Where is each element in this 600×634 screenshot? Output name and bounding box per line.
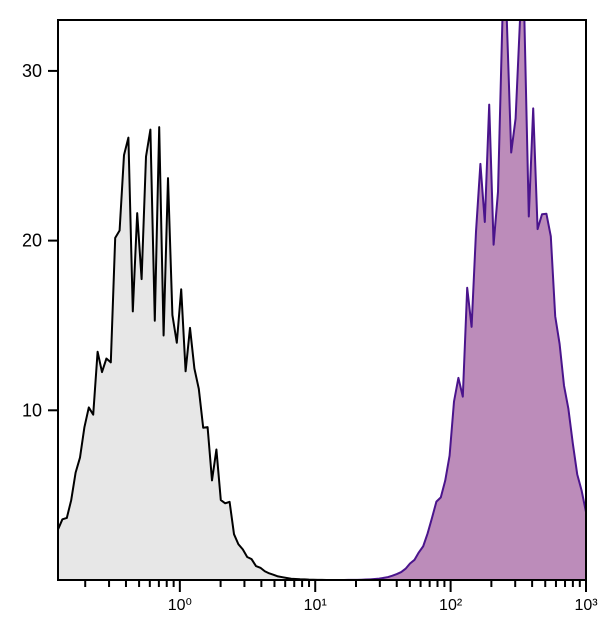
y-tick-label: 10 bbox=[22, 400, 42, 420]
chart-svg: 10⁰ 10¹ 10² 10³ 10 20 30 bbox=[0, 0, 600, 634]
flow-cytometry-histogram: 10⁰ 10¹ 10² 10³ 10 20 30 bbox=[0, 0, 600, 634]
x-tick-label: 10² bbox=[439, 597, 463, 614]
y-tick-label: 30 bbox=[22, 61, 42, 81]
y-tick-label: 20 bbox=[22, 231, 42, 251]
x-tick-label: 10⁰ bbox=[168, 597, 192, 614]
x-tick-label: 10¹ bbox=[304, 597, 327, 614]
x-tick-label: 10³ bbox=[574, 597, 598, 614]
